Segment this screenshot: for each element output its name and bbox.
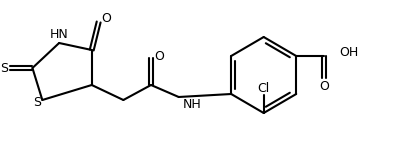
Text: O: O: [101, 13, 111, 25]
Text: HN: HN: [50, 29, 68, 41]
Text: O: O: [153, 50, 164, 62]
Text: NH: NH: [182, 98, 201, 111]
Text: S: S: [0, 61, 8, 74]
Text: O: O: [318, 79, 328, 92]
Text: S: S: [33, 96, 41, 109]
Text: OH: OH: [339, 46, 358, 58]
Text: Cl: Cl: [257, 82, 269, 94]
